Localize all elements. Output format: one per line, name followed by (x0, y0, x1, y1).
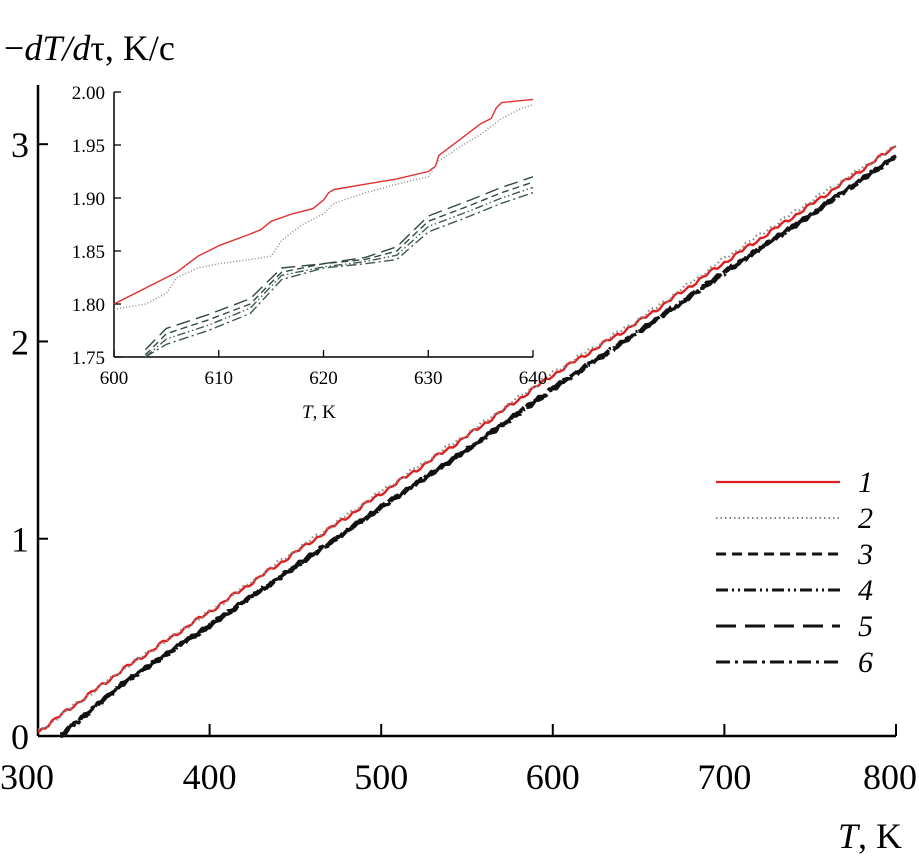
main-y-tick-label: 2 (11, 322, 29, 362)
main-series-line-2 (37, 145, 897, 731)
main-x-tick-label: 700 (697, 757, 751, 797)
inset-y-tick-label: 1.80 (72, 295, 105, 316)
inset-x-tick-label: 600 (100, 368, 129, 389)
main-x-axis-title: T, K (838, 816, 902, 856)
main-series-group (37, 145, 898, 739)
main-y-ticks: 0 1 2 3 (11, 125, 48, 757)
main-y-tick-label: 1 (11, 520, 29, 560)
inset-series-line-3 (144, 181, 534, 356)
main-y-tick-label: 0 (11, 717, 29, 757)
legend-label-2: 2 (858, 502, 873, 535)
inset-x-tick-label: 630 (414, 368, 443, 389)
main-y-axis-title: −dT/dτ, K/c (4, 28, 175, 68)
inset-y-tick-label: 2.00 (72, 83, 105, 104)
main-y-tick-label: 3 (11, 125, 29, 165)
inset-background (114, 92, 533, 357)
legend-label-5: 5 (858, 610, 873, 643)
inset-series-group (113, 98, 534, 358)
inset-x-tick-label: 610 (205, 368, 234, 389)
main-x-ticks: 300 400 500 600 700 800 (0, 724, 917, 797)
main-series-line-6 (59, 154, 897, 739)
inset-series-line-1 (113, 98, 534, 305)
legend-label-1: 1 (858, 466, 873, 499)
inset-y-ticks: 1.75 1.80 1.85 1.90 1.95 2.00 (72, 83, 121, 369)
inset-y-tick-label: 1.95 (72, 136, 105, 157)
main-x-tick-label: 500 (354, 757, 408, 797)
inset-series-line-4 (144, 186, 534, 358)
inset-x-tick-label: 620 (309, 368, 338, 389)
main-x-tick-label: 600 (526, 757, 580, 797)
main-series-line-1 (37, 145, 897, 734)
legend-label-4: 4 (858, 574, 873, 607)
legend-label-3: 3 (857, 538, 873, 571)
inset-x-ticks: 600 610 620 630 640 (100, 350, 548, 389)
inset-y-tick-label: 1.85 (72, 242, 105, 263)
inset-series-line-5 (144, 176, 534, 351)
main-x-tick-label: 300 (0, 757, 54, 797)
legend-label-6: 6 (858, 646, 873, 679)
inset-series-line-6 (145, 192, 534, 358)
inset-y-tick-label: 1.90 (72, 189, 105, 210)
inset-x-tick-label: 640 (519, 368, 548, 389)
main-x-tick-label: 400 (183, 757, 237, 797)
inset-y-tick-label: 1.75 (72, 348, 105, 369)
main-x-tick-label: 800 (863, 757, 917, 797)
inset-chart: 600 610 620 630 640 1.75 1.80 1.85 1.90 1.95 2.00… (72, 83, 548, 423)
inset-x-axis-title: T, K (302, 402, 336, 423)
